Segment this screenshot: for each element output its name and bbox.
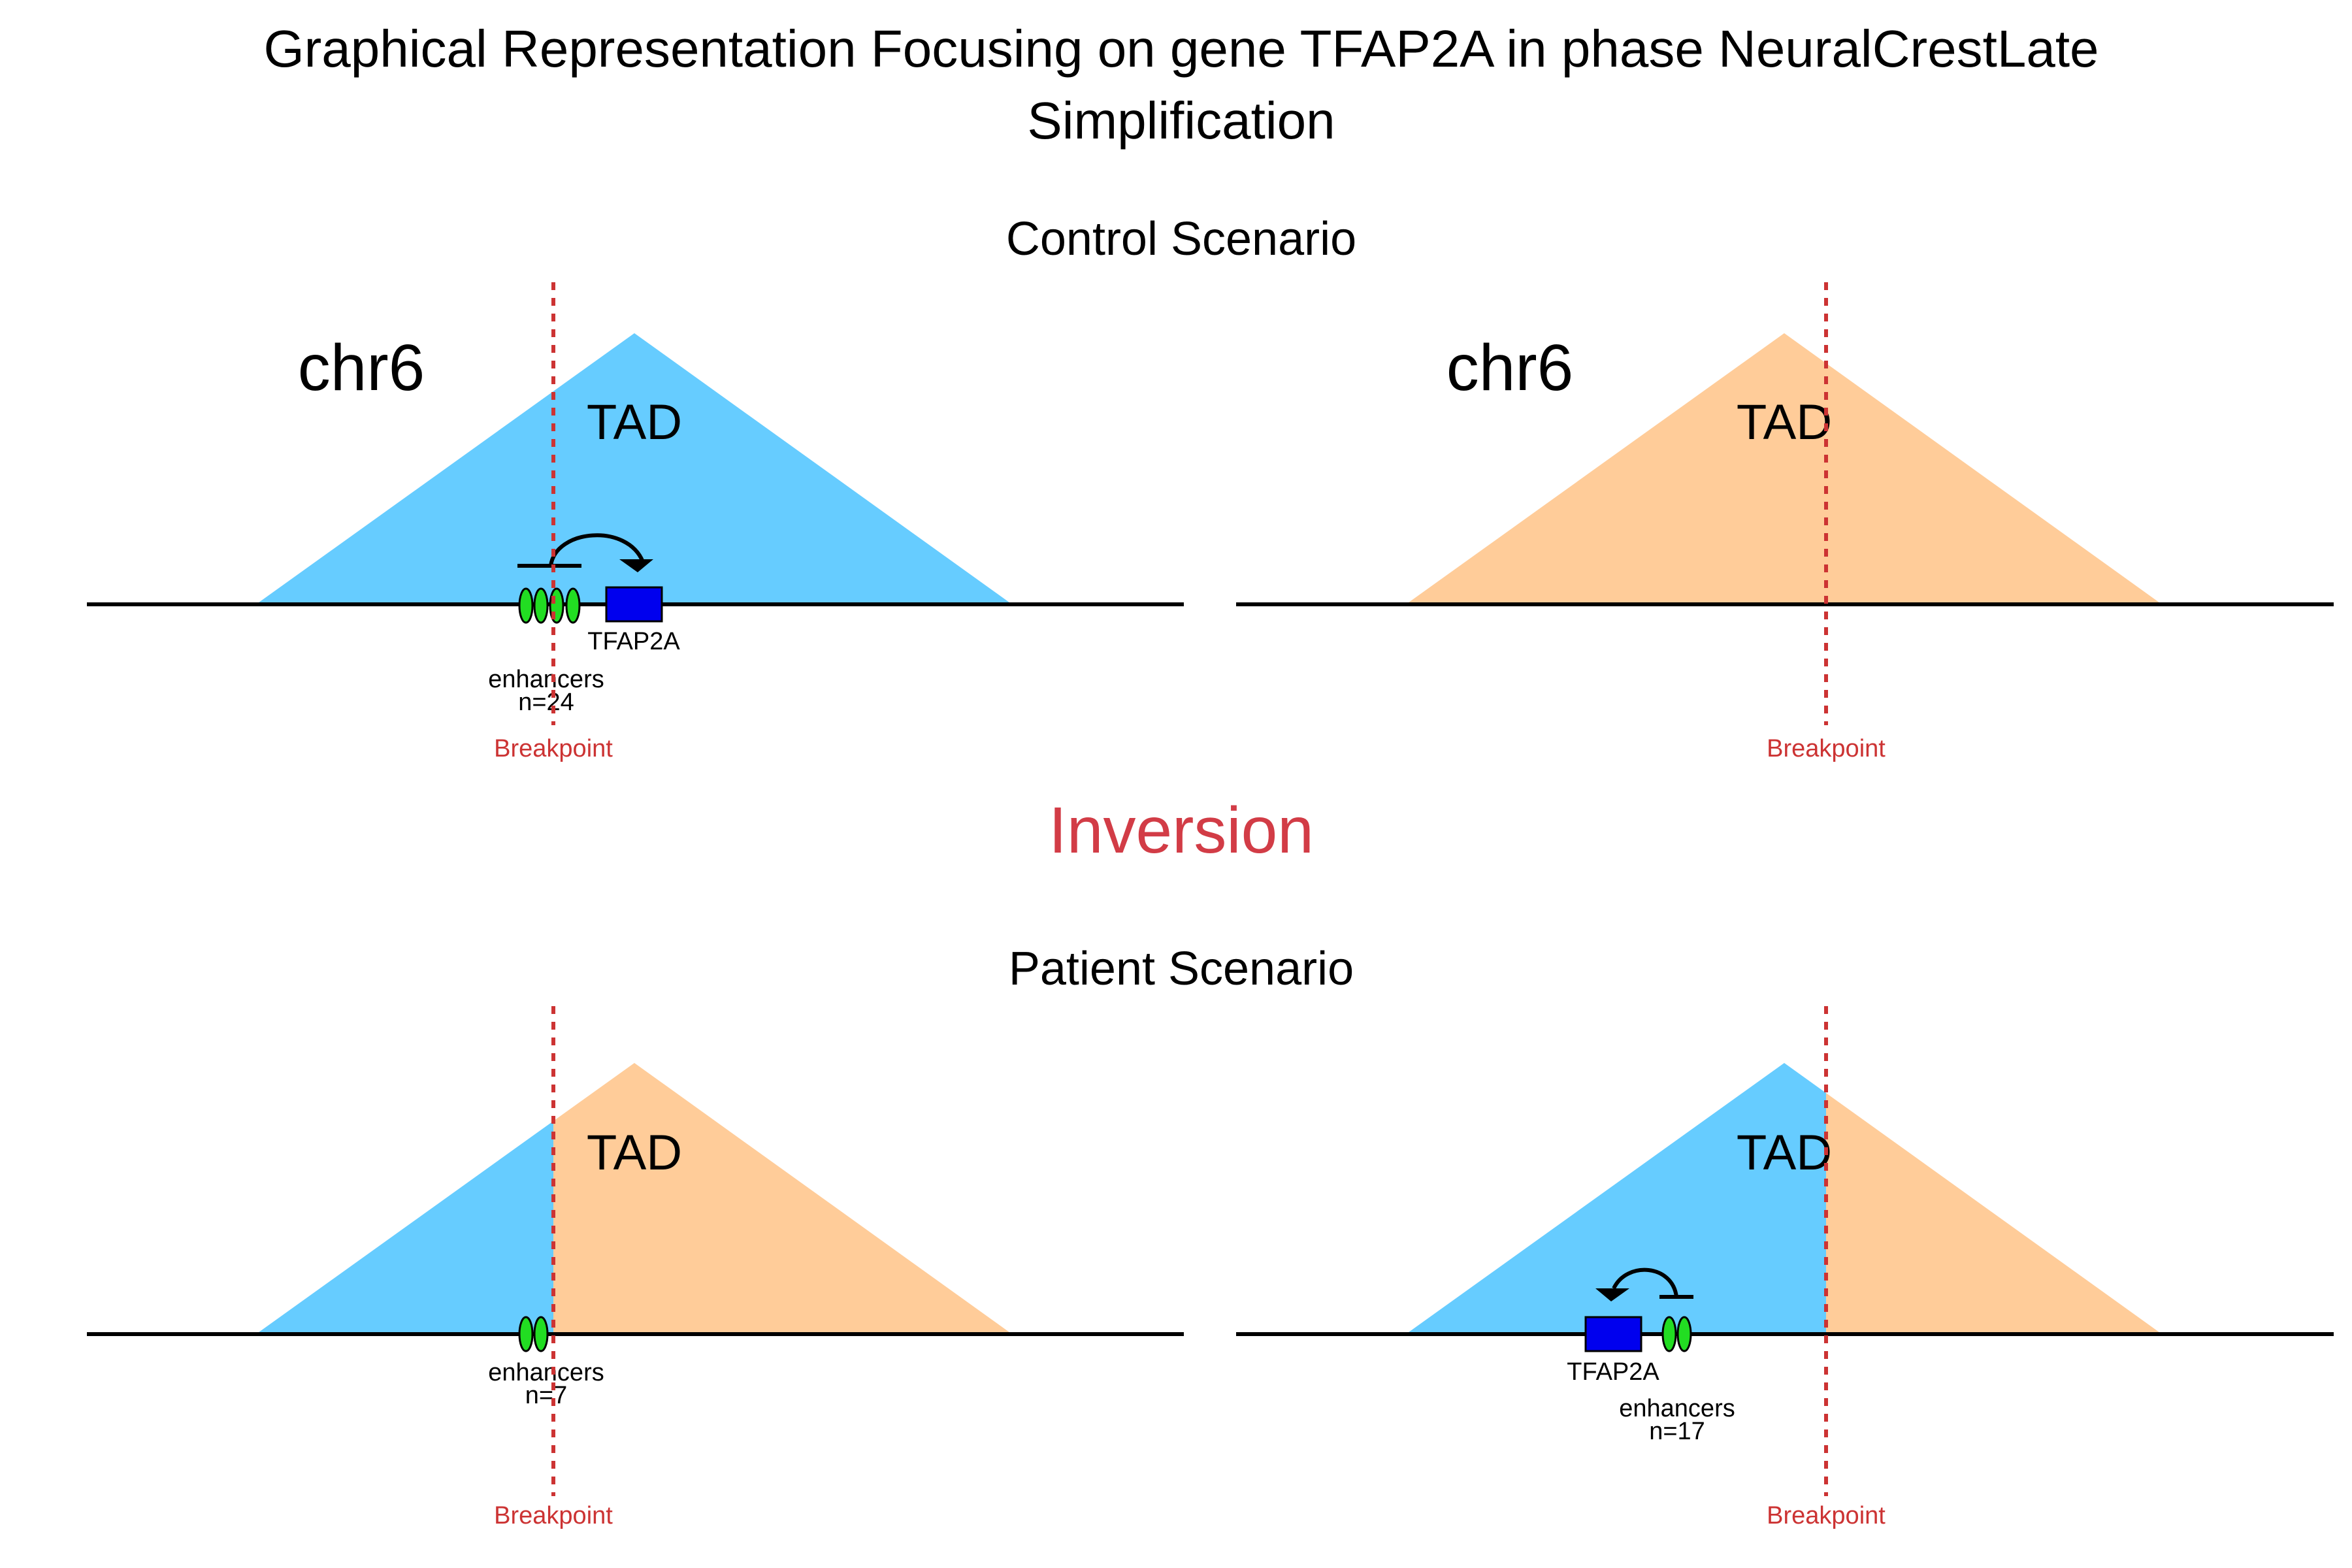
control-left-enhancers-count: n=24 xyxy=(518,689,574,716)
patient-right-tad-label: TAD xyxy=(1737,1125,1832,1181)
patient-right-breakpoint-label: Breakpoint xyxy=(1767,1502,1886,1529)
enhancer-icon xyxy=(565,587,581,624)
patient-right-tad-blue-part xyxy=(1406,1063,1826,1334)
patient-left-enhancers xyxy=(518,1316,549,1352)
control-left-regulation-arrow xyxy=(517,533,653,572)
control-right-breakpoint-label: Breakpoint xyxy=(1767,735,1886,762)
enhancer-icon xyxy=(518,587,534,624)
patient-right-enhancers-label: enhancers xyxy=(1619,1395,1735,1422)
figure-title-line1: Graphical Representation Focusing on gen… xyxy=(263,20,2099,78)
patient-left-enhancers-label: enhancers xyxy=(488,1359,604,1386)
patient-left-panel: TAD enhancers n=7 Breakpoint xyxy=(87,1006,1184,1529)
control-scenario-heading: Control Scenario xyxy=(1006,213,1356,265)
patient-right-enhancers xyxy=(1661,1316,1692,1352)
control-left-enhancers-label: enhancers xyxy=(488,666,604,693)
control-left-panel: TAD chr6 TFAP2A enhancers n=24 Breakpoin… xyxy=(87,282,1184,762)
control-right-panel: TAD chr6 Breakpoint xyxy=(1236,282,2334,762)
patient-right-tad-orange-part xyxy=(1826,1092,2162,1334)
patient-left-tad-orange-part xyxy=(553,1063,1012,1334)
control-left-enhancers xyxy=(518,587,581,624)
control-left-tad xyxy=(256,333,1012,604)
patient-scenario-heading: Patient Scenario xyxy=(1009,943,1354,995)
control-left-breakpoint-label: Breakpoint xyxy=(494,735,613,762)
patient-right-gene-label: TFAP2A xyxy=(1567,1358,1659,1386)
patient-right-regulation-arrow xyxy=(1595,1267,1693,1301)
patient-right-enhancers-count: n=17 xyxy=(1649,1418,1705,1445)
control-right-tad-label: TAD xyxy=(1737,395,1832,450)
patient-left-enhancers-count: n=7 xyxy=(525,1382,567,1409)
control-right-tad xyxy=(1406,333,2162,604)
patient-left-breakpoint-label: Breakpoint xyxy=(494,1502,613,1529)
patient-right-gene-box xyxy=(1584,1316,1642,1352)
enhancer-icon xyxy=(1661,1316,1677,1352)
event-type-label: Inversion xyxy=(1049,794,1314,867)
figure-title-line2: Simplification xyxy=(1027,91,1335,150)
enhancer-icon xyxy=(533,587,549,624)
control-right-chrom-label: chr6 xyxy=(1446,331,1574,404)
patient-left-tad-blue-part xyxy=(256,1120,553,1334)
control-left-tad-label: TAD xyxy=(587,395,682,450)
control-left-chrom-label: chr6 xyxy=(298,331,425,404)
patient-right-panel: TAD TFAP2A enhancers n=17 Breakpoint xyxy=(1236,1006,2334,1529)
control-left-gene-box xyxy=(605,586,663,623)
patient-left-tad-label: TAD xyxy=(587,1125,682,1181)
enhancer-icon xyxy=(533,1316,549,1352)
control-left-gene-label: TFAP2A xyxy=(587,628,680,655)
enhancer-icon xyxy=(518,1316,534,1352)
enhancer-icon xyxy=(1676,1316,1692,1352)
